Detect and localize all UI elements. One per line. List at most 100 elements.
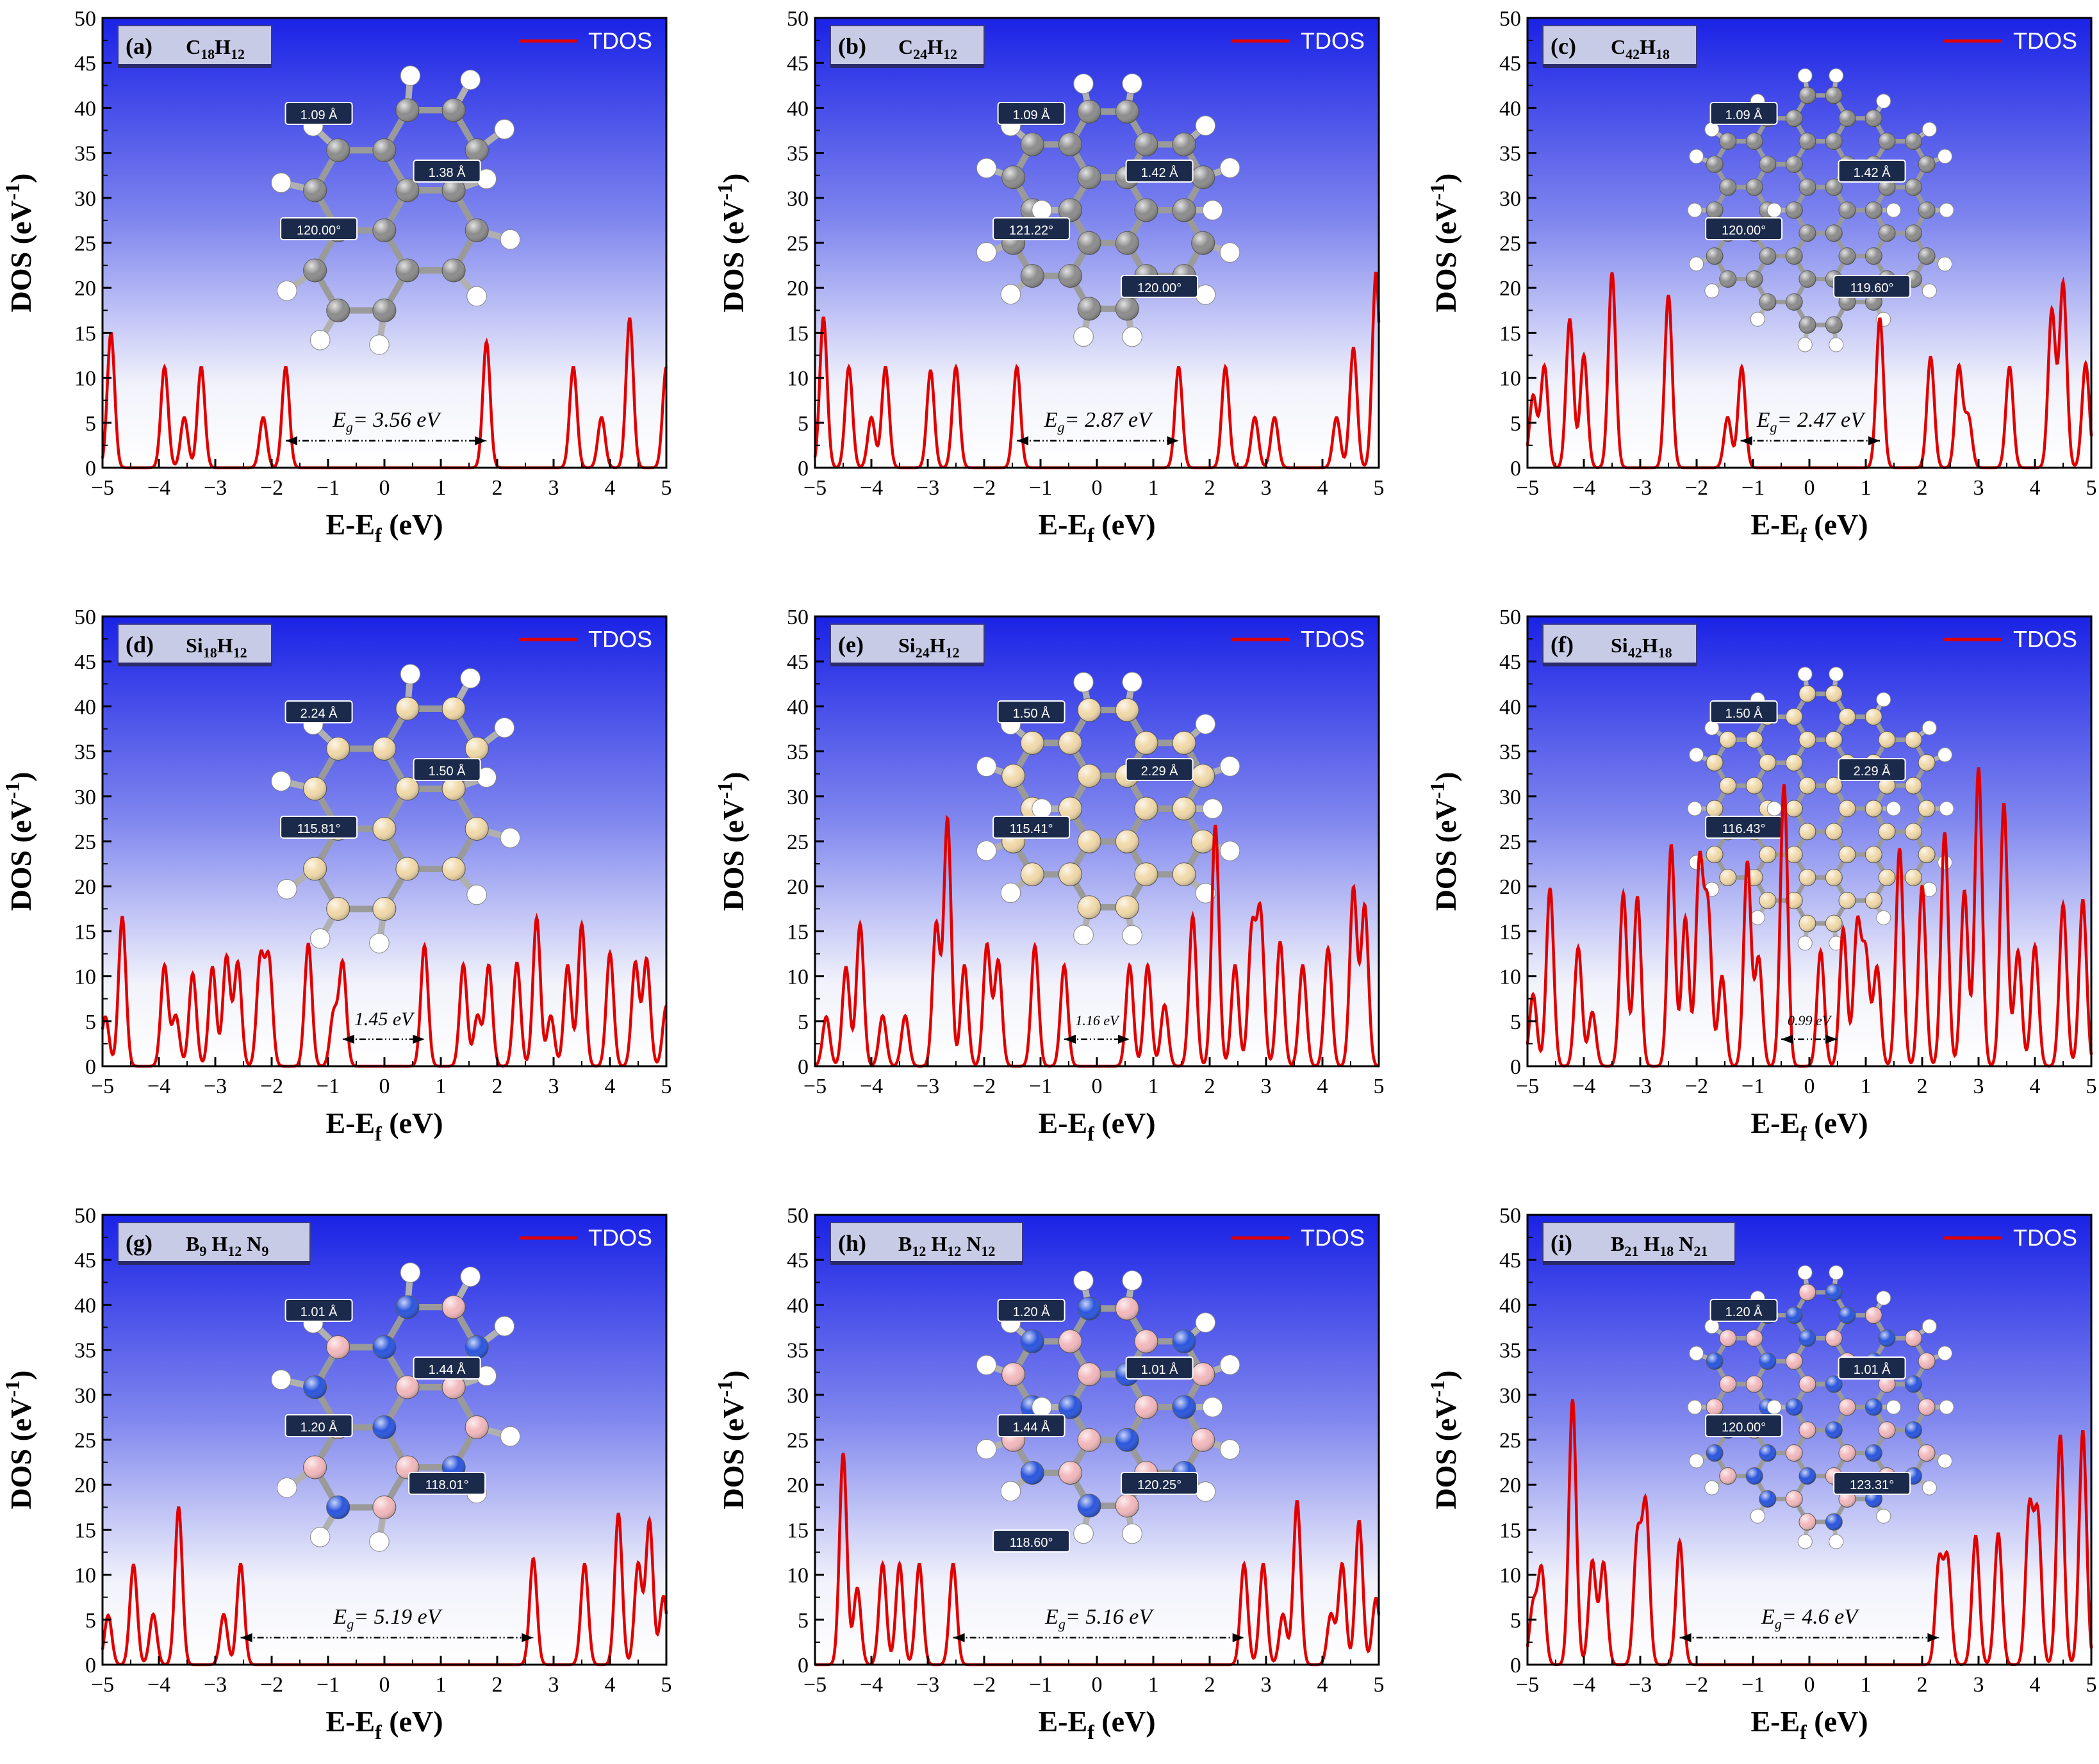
y-tick-label: 35 [74, 1339, 96, 1363]
hydrogen-atom [1122, 1523, 1142, 1544]
x-tick-label: −5 [803, 476, 827, 500]
atom-shade [1173, 199, 1196, 222]
y-tick-label: 45 [787, 1249, 809, 1273]
x-tick-label: −1 [1741, 1075, 1765, 1098]
measurement-label: 1.42 Å [1141, 165, 1178, 180]
atom-shade [1759, 156, 1776, 173]
y-tick-label: 45 [787, 52, 809, 76]
dos-panel-e: 1.50 Å 2.29 Å 115.41° 1.16 eV −5 −4 −3 −2 −1 0 1 2 3… [713, 606, 1385, 1145]
hydrogen-atom [1704, 283, 1720, 299]
atom-shade [1719, 731, 1736, 748]
hydrogen-atom [1689, 747, 1704, 762]
x-tick-label: 1 [1148, 1075, 1159, 1098]
atom-shade [1173, 797, 1196, 820]
dos-panel-c: 1.09 Å 1.42 Å 120.00° 119.60° Eg= 2.47 eV −5 −… [1426, 7, 2097, 547]
atom-shade [1879, 224, 1896, 242]
measurement-label: 1.01 Å [300, 1305, 338, 1319]
atom-shade [1173, 133, 1196, 156]
x-tick-label: −5 [1516, 1075, 1539, 1098]
atom-shade [1786, 1399, 1803, 1415]
measurement-box [1838, 758, 1906, 781]
atom-shade [1786, 1307, 1803, 1324]
atom-shade [372, 299, 396, 322]
atom-shade [1838, 708, 1856, 725]
y-tick-label: 0 [85, 1055, 96, 1079]
x-tick-label: 2 [1205, 1075, 1215, 1098]
x-tick-label: 4 [1317, 476, 1328, 500]
x-tick-label: −5 [91, 1673, 114, 1697]
y-tick-label: 30 [1499, 1384, 1521, 1408]
x-tick-label: 2 [492, 476, 503, 500]
measurement-box [1833, 275, 1911, 298]
x-tick-label: 0 [1092, 476, 1103, 500]
band-gap-arrowhead-left [240, 1633, 252, 1642]
x-tick-label: −4 [147, 1075, 170, 1098]
x-tick-label: 2 [1205, 1673, 1215, 1697]
atom-shade [1021, 133, 1044, 156]
atom-shade [1838, 1399, 1856, 1415]
y-tick-label: 25 [74, 830, 96, 854]
x-tick-label: −1 [1741, 1673, 1765, 1697]
hydrogen-atom [1829, 337, 1844, 352]
hydrogen-atom [1195, 714, 1216, 734]
hydrogen-atom [1689, 149, 1704, 164]
measurement-tag: 2.29 Å [1838, 758, 1906, 781]
measurement-tag: 115.41° [992, 816, 1071, 839]
measurement-label: 1.38 Å [429, 165, 466, 180]
y-tick-label: 40 [74, 695, 96, 719]
band-gap-arrowhead-right [1232, 1633, 1244, 1642]
measurement-tag: 118.01° [408, 1472, 486, 1495]
panel-letter: (a) [126, 33, 152, 59]
x-axis-title: E-Ef (eV) [1750, 1107, 1868, 1145]
atom-shade [1719, 1376, 1736, 1393]
x-tick-label: 5 [661, 1075, 672, 1098]
panel-letter: (e) [838, 632, 864, 657]
measurement-tag: 118.60° [992, 1529, 1071, 1553]
y-tick-label: 5 [85, 412, 96, 436]
atom-shade [442, 1375, 466, 1399]
y-tick-label: 5 [85, 1010, 96, 1034]
hydrogen-atom [1122, 73, 1142, 94]
y-tick-label: 10 [74, 1564, 96, 1588]
atom-shade [303, 777, 327, 800]
atom-shade [395, 178, 419, 202]
atom-shade [1786, 1490, 1803, 1508]
x-tick-label: 3 [548, 1673, 559, 1697]
legend: TDOS [1944, 28, 2077, 54]
dos-panel-h: 1.20 Å 1.01 Å 1.44 Å 120.25° 118.60° Eg= 5.16… [713, 1204, 1385, 1743]
y-tick-label: 45 [787, 650, 809, 674]
band-gap-arrowhead-left [286, 436, 297, 445]
x-tick-label: 0 [1092, 1673, 1103, 1697]
hydrogen-atom [369, 334, 390, 355]
atom-shade [1838, 110, 1856, 127]
atom-shade [303, 1455, 327, 1479]
molecular-formula: B9 H12 N9 [186, 1232, 268, 1259]
y-tick-label: 50 [74, 606, 96, 629]
atom-shade [1115, 1494, 1139, 1517]
dos-panel-a: 1.09 Å 1.38 Å 120.00° Eg= 3.56 eV −5 −4 −3 −2 −1… [1, 7, 672, 547]
band-gap-arrowhead-left [953, 1633, 965, 1642]
atom-shade [1825, 133, 1843, 150]
panel-label-box: (h) B12 H12 N12 [830, 1222, 1023, 1265]
x-tick-label: 1 [436, 1673, 447, 1697]
y-tick-label: 25 [1499, 830, 1521, 854]
atom-shade [465, 1415, 489, 1439]
y-tick-label: 45 [1499, 1249, 1521, 1273]
hydrogen-atom [976, 158, 997, 179]
hydrogen-atom [1938, 747, 1953, 762]
band-gap-label: Eg= 3.56 eV [332, 408, 442, 435]
band-gap-arrowhead-right [413, 1034, 425, 1044]
y-axis-title: DOS (eV-1) [713, 1370, 750, 1509]
atom-shade [1799, 1330, 1816, 1347]
hydrogen-atom [1000, 882, 1021, 903]
panel-letter: (i) [1551, 1230, 1572, 1256]
legend-label: TDOS [2013, 28, 2077, 54]
atom-shade [1115, 830, 1139, 853]
hydrogen-atom [1687, 801, 1702, 816]
hydrogen-atom [1032, 798, 1052, 819]
measurement-tag: 1.20 Å [997, 1299, 1066, 1322]
molecular-formula: B12 H12 N12 [898, 1232, 995, 1259]
atom-shade [1058, 199, 1082, 222]
atom-shade [1134, 199, 1158, 222]
atom-shade [1879, 777, 1896, 795]
